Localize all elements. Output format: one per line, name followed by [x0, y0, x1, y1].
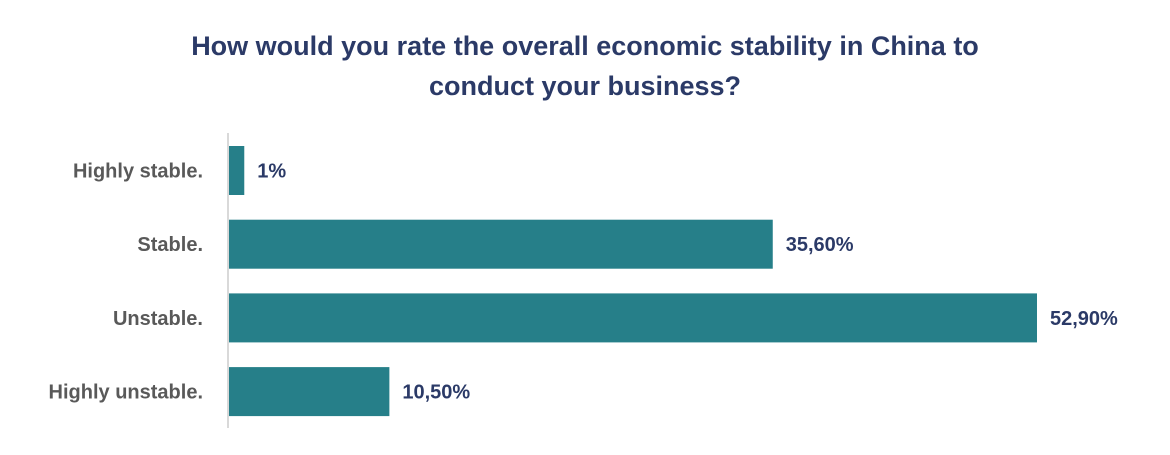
category-label: Unstable. [113, 308, 203, 330]
chart-title: How would you rate the overall economic … [0, 26, 1170, 106]
bar [229, 293, 1037, 343]
data-label: 52,90% [1050, 308, 1118, 330]
chart-title-line-1: How would you rate the overall economic … [191, 31, 979, 61]
bar [229, 146, 245, 195]
category-label: Highly unstable. [49, 382, 203, 404]
bar [229, 219, 773, 269]
data-label: 10,50% [402, 382, 470, 404]
category-label: Stable. [137, 234, 203, 256]
data-label: 35,60% [786, 234, 854, 256]
bar [229, 367, 390, 417]
chart-title-line-2: conduct your business? [428, 71, 742, 101]
category-label: Highly stable. [73, 161, 203, 183]
data-label: 1% [257, 161, 286, 183]
